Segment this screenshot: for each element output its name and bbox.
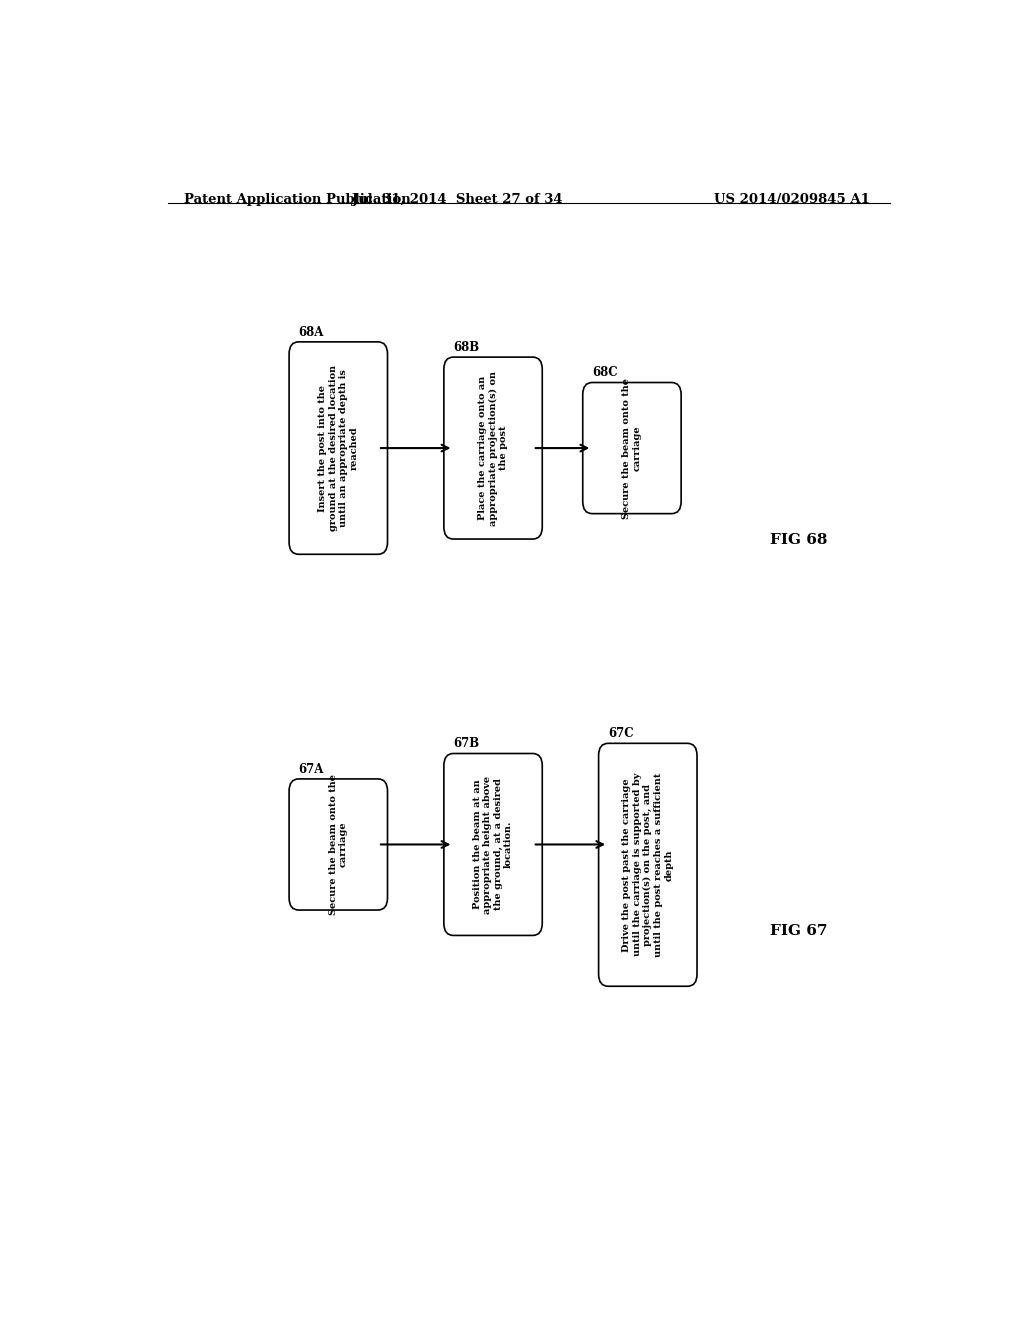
Text: Place the carriage onto an
appropriate projection(s) on
the post: Place the carriage onto an appropriate p… (478, 371, 508, 525)
Text: Insert the post into the
ground at the desired location
until an appropriate dep: Insert the post into the ground at the d… (318, 366, 358, 531)
Text: FIG 68: FIG 68 (770, 532, 827, 546)
Text: Patent Application Publication: Patent Application Publication (183, 193, 411, 206)
Text: 67A: 67A (299, 763, 324, 776)
FancyBboxPatch shape (289, 779, 387, 909)
Text: Position the beam at an
appropriate height above
the ground, at a desired
locati: Position the beam at an appropriate heig… (473, 775, 513, 913)
Text: Secure the beam onto the
carriage: Secure the beam onto the carriage (623, 378, 642, 519)
FancyBboxPatch shape (583, 383, 681, 513)
Text: 68C: 68C (592, 367, 617, 379)
Text: Jul. 31, 2014  Sheet 27 of 34: Jul. 31, 2014 Sheet 27 of 34 (352, 193, 562, 206)
Text: FIG 67: FIG 67 (770, 924, 827, 939)
Text: 68B: 68B (454, 341, 479, 354)
FancyBboxPatch shape (443, 754, 543, 936)
Text: Secure the beam onto the
carriage: Secure the beam onto the carriage (329, 774, 348, 915)
Text: 67B: 67B (454, 738, 479, 751)
FancyBboxPatch shape (289, 342, 387, 554)
Text: US 2014/0209845 A1: US 2014/0209845 A1 (714, 193, 870, 206)
FancyBboxPatch shape (599, 743, 697, 986)
Text: 68A: 68A (299, 326, 324, 339)
FancyBboxPatch shape (443, 358, 543, 539)
Text: 67C: 67C (608, 727, 634, 741)
Text: Drive the post past the carriage
until the carriage is supported by
projection(s: Drive the post past the carriage until t… (623, 772, 673, 957)
